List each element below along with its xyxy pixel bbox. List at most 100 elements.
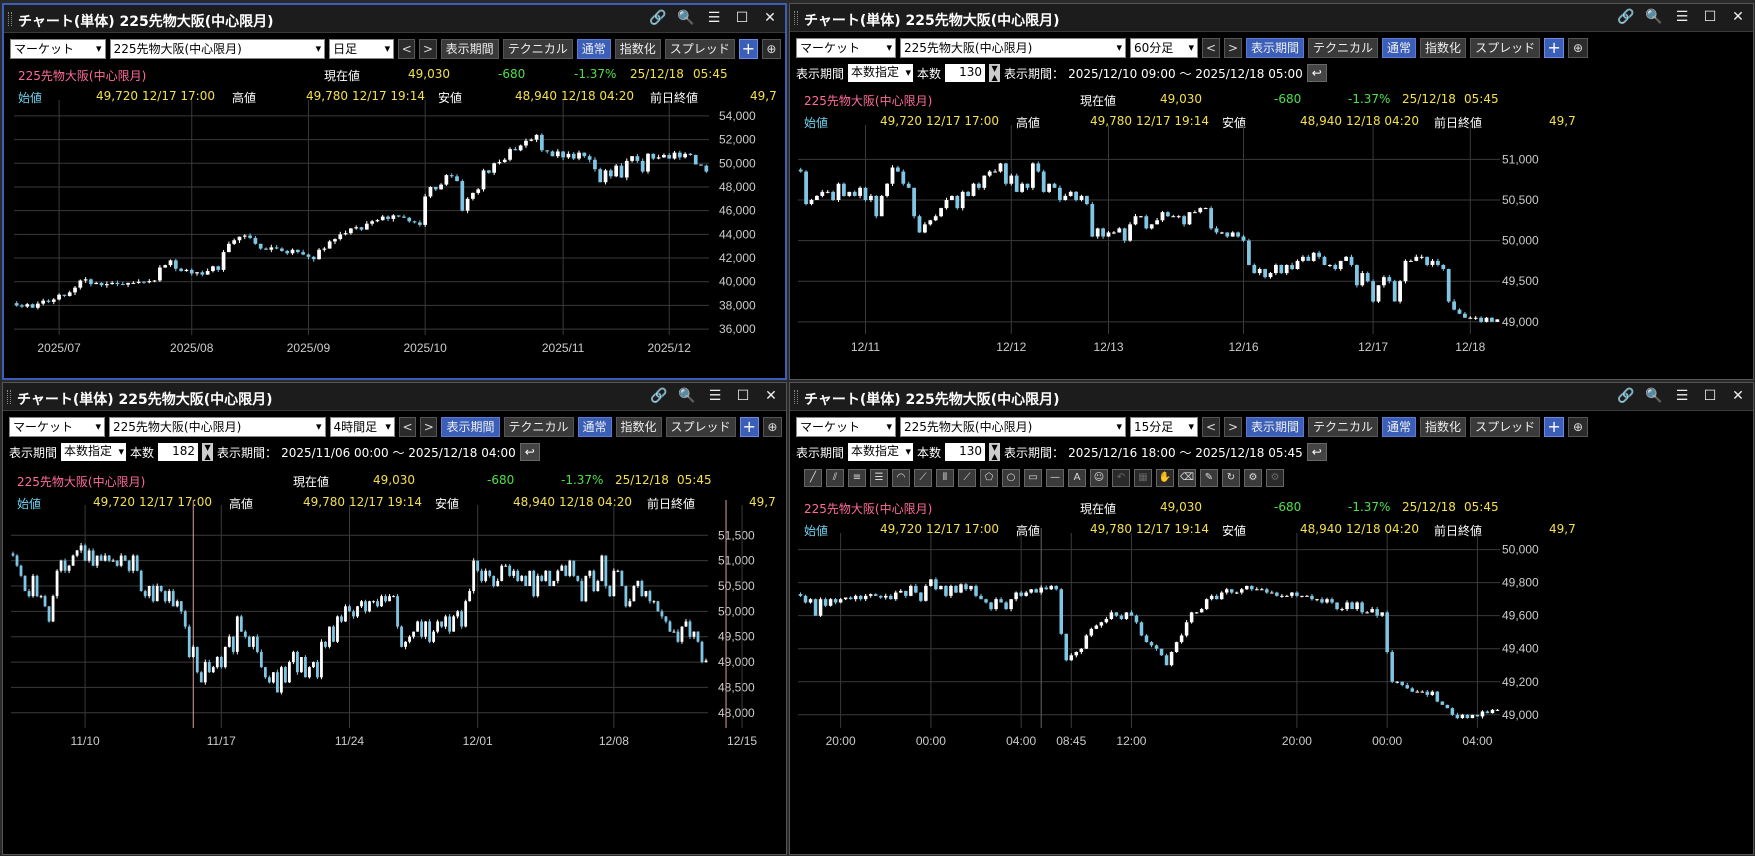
search-icon[interactable]: 🔍 bbox=[678, 388, 696, 404]
hline-tool-icon[interactable]: — bbox=[1046, 469, 1064, 487]
edit-tool-icon[interactable]: ✎ bbox=[1200, 469, 1218, 487]
normal-button[interactable]: 通常 bbox=[1382, 38, 1417, 58]
display-period-button[interactable]: 表示期間 bbox=[441, 417, 500, 437]
settings-tool-icon[interactable]: ⚙ bbox=[1244, 469, 1262, 487]
spread-button[interactable]: スプレッド bbox=[665, 417, 736, 437]
technical-button[interactable]: テクニカル bbox=[1308, 38, 1379, 58]
add-button[interactable]: + bbox=[738, 39, 758, 59]
index-button[interactable]: 指数化 bbox=[614, 39, 661, 59]
spread-button[interactable]: スプレッド bbox=[1470, 417, 1541, 437]
count-stepper[interactable]: ▼ ▲ bbox=[989, 64, 1001, 82]
drag-grip[interactable] bbox=[794, 11, 798, 25]
period-mode-select[interactable]: 本数指定 bbox=[61, 443, 127, 461]
index-button[interactable]: 指数化 bbox=[1420, 38, 1467, 58]
count-input[interactable]: 130 bbox=[945, 443, 986, 461]
drag-grip[interactable] bbox=[8, 12, 12, 26]
link-icon[interactable]: 🔗 bbox=[650, 388, 668, 404]
display-period-button[interactable]: 表示期間 bbox=[1246, 38, 1305, 58]
search-icon[interactable]: 🔍 bbox=[677, 10, 695, 26]
search-icon[interactable]: 🔍 bbox=[1645, 9, 1663, 25]
close-icon[interactable]: ✕ bbox=[1732, 9, 1744, 25]
spread-button[interactable]: スプレッド bbox=[664, 39, 735, 59]
market-select[interactable]: マーケット bbox=[10, 39, 106, 59]
panel-titlebar[interactable]: チャート(単体) 225先物大阪(中心限月) 🔗 🔍 ☰ ☐ ✕ bbox=[790, 4, 1753, 32]
zoom-icon[interactable]: ⊕ bbox=[1568, 417, 1589, 437]
text-tool-icon[interactable]: A bbox=[1068, 469, 1086, 487]
menu-icon[interactable]: ☰ bbox=[707, 10, 721, 26]
timeframe-select[interactable]: 60分足 bbox=[1130, 38, 1198, 58]
index-button[interactable]: 指数化 bbox=[615, 417, 662, 437]
circle-tool-icon[interactable]: ○ bbox=[1002, 469, 1020, 487]
gann-tool-icon[interactable]: ⟋ bbox=[958, 469, 976, 487]
undo-tool-icon[interactable]: ↶ bbox=[1112, 469, 1130, 487]
add-button[interactable]: + bbox=[1544, 417, 1565, 437]
market-select[interactable]: マーケット bbox=[9, 417, 105, 437]
index-button[interactable]: 指数化 bbox=[1420, 417, 1467, 437]
rectangle-tool-icon[interactable]: ▭ bbox=[1024, 469, 1042, 487]
display-period-button[interactable]: 表示期間 bbox=[1246, 417, 1305, 437]
zoom-icon[interactable]: ⊕ bbox=[762, 417, 782, 437]
symbol-select[interactable]: 225先物大阪(中心限月) bbox=[900, 417, 1126, 437]
drag-grip[interactable] bbox=[7, 390, 11, 404]
reset-range-icon[interactable]: ↩ bbox=[1306, 64, 1327, 82]
chart-panel-4hour[interactable]: チャート(単体) 225先物大阪(中心限月) 🔗 🔍 ☰ ☐ ✕ マーケット 2… bbox=[2, 382, 787, 855]
close-icon[interactable]: ✕ bbox=[764, 10, 776, 26]
maximize-icon[interactable]: ☐ bbox=[1703, 9, 1717, 25]
panel-titlebar[interactable]: チャート(単体) 225先物大阪(中心限月) 🔗 🔍 ☰ ☐ ✕ bbox=[4, 5, 785, 33]
menu-icon[interactable]: ☰ bbox=[1675, 9, 1689, 25]
panel-titlebar[interactable]: チャート(単体) 225先物大阪(中心限月) 🔗 🔍 ☰ ☐ ✕ bbox=[3, 383, 786, 411]
prev-button[interactable]: < bbox=[1202, 417, 1220, 437]
symbol-select[interactable]: 225先物大阪(中心限月) bbox=[109, 39, 326, 59]
panel-titlebar[interactable]: チャート(単体) 225先物大阪(中心限月) 🔗 🔍 ☰ ☐ ✕ bbox=[790, 383, 1753, 411]
add-button[interactable]: + bbox=[1544, 38, 1565, 58]
zoom-icon[interactable]: ⊕ bbox=[761, 39, 782, 59]
chart-panel-15min[interactable]: チャート(単体) 225先物大阪(中心限月) 🔗 🔍 ☰ ☐ ✕ マーケット 2… bbox=[789, 382, 1754, 855]
prev-button[interactable]: < bbox=[398, 417, 417, 437]
menu-icon[interactable]: ☰ bbox=[1675, 388, 1689, 404]
add-button[interactable]: + bbox=[739, 417, 759, 437]
normal-button[interactable]: 通常 bbox=[576, 39, 611, 59]
fan-tool-icon[interactable]: ⟋ bbox=[914, 469, 932, 487]
menu-icon[interactable]: ☰ bbox=[708, 388, 722, 404]
maximize-icon[interactable]: ☐ bbox=[735, 10, 749, 26]
rotate-tool-icon[interactable]: ↻ bbox=[1222, 469, 1240, 487]
hand-tool-icon[interactable]: ✋ bbox=[1156, 469, 1174, 487]
count-stepper[interactable]: ▼ ▲ bbox=[202, 443, 214, 461]
eraser-tool-icon[interactable]: ⌫ bbox=[1178, 469, 1196, 487]
chart-panel-daily[interactable]: チャート(単体) 225先物大阪(中心限月) 🔗 🔍 ☰ ☐ ✕ マーケット 2… bbox=[2, 3, 787, 380]
drag-grip[interactable] bbox=[794, 390, 798, 404]
market-select[interactable]: マーケット bbox=[796, 417, 896, 437]
symbol-select[interactable]: 225先物大阪(中心限月) bbox=[900, 38, 1126, 58]
symbol-select[interactable]: 225先物大阪(中心限月) bbox=[109, 417, 326, 437]
market-select[interactable]: マーケット bbox=[796, 38, 896, 58]
normal-button[interactable]: 通常 bbox=[1382, 417, 1417, 437]
zoom-icon[interactable]: ⊕ bbox=[1568, 38, 1589, 58]
candlestick-chart-60min[interactable]: 49,000 49,500 50,000 50,500 51,000 12/11 12/12… bbox=[790, 4, 1751, 377]
close-icon[interactable]: ✕ bbox=[765, 388, 777, 404]
period-mode-select[interactable]: 本数指定 bbox=[848, 64, 914, 82]
period-mode-select[interactable]: 本数指定 bbox=[848, 443, 914, 461]
technical-button[interactable]: テクニカル bbox=[502, 39, 573, 59]
technical-button[interactable]: テクニカル bbox=[1308, 417, 1379, 437]
timeframe-select[interactable]: 15分足 bbox=[1130, 417, 1198, 437]
candlestick-chart-15min[interactable]: 49,000 49,200 49,400 49,600 49,800 50,000 20:0… bbox=[790, 383, 1751, 852]
link-icon[interactable]: 🔗 bbox=[1617, 388, 1635, 404]
timeframe-select[interactable]: 日足 bbox=[329, 39, 395, 59]
spread-button[interactable]: スプレッド bbox=[1470, 38, 1541, 58]
prev-button[interactable]: < bbox=[1202, 38, 1220, 58]
maximize-icon[interactable]: ☐ bbox=[736, 388, 750, 404]
candlestick-chart-daily[interactable]: 36,000 38,000 40,000 42,000 44,000 46,000 48,0… bbox=[4, 5, 785, 378]
next-button[interactable]: > bbox=[419, 39, 437, 59]
close-icon[interactable]: ✕ bbox=[1732, 388, 1744, 404]
chart-panel-60min[interactable]: チャート(単体) 225先物大阪(中心限月) 🔗 🔍 ☰ ☐ ✕ マーケット 2… bbox=[789, 3, 1754, 380]
candlestick-chart-4hour[interactable]: 48,000 48,500 49,000 49,500 50,000 50,500 51,0… bbox=[3, 383, 784, 852]
search-icon[interactable]: 🔍 bbox=[1645, 388, 1663, 404]
next-button[interactable]: > bbox=[420, 417, 438, 437]
technical-button[interactable]: テクニカル bbox=[503, 417, 574, 437]
fib-arc-tool-icon[interactable]: ◠ bbox=[892, 469, 910, 487]
count-input[interactable]: 182 bbox=[158, 443, 199, 461]
normal-button[interactable]: 通常 bbox=[577, 417, 612, 437]
count-stepper[interactable]: ▼ ▲ bbox=[989, 443, 1001, 461]
trendline-tool-icon[interactable]: ╱ bbox=[804, 469, 822, 487]
prev-button[interactable]: < bbox=[398, 39, 416, 59]
